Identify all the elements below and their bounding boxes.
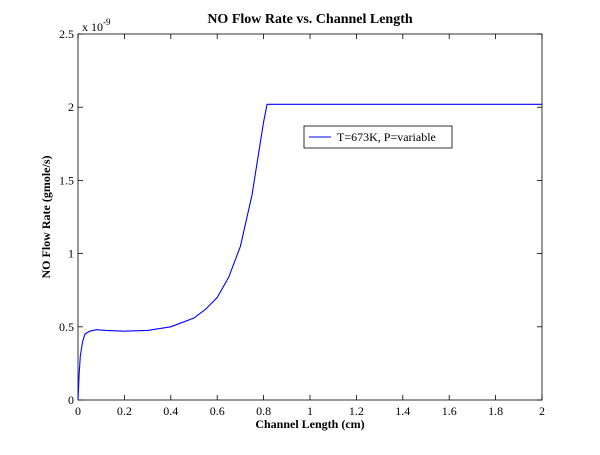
x-tick-label: 1.6 <box>442 404 457 418</box>
x-tick-label: 1.4 <box>395 404 410 418</box>
x-tick-label: 2 <box>539 404 545 418</box>
x-tick-label: 1.2 <box>349 404 364 418</box>
legend-box <box>303 125 453 149</box>
x-tick-label: 0.6 <box>210 404 225 418</box>
y-tick-label: 2.5 <box>59 27 74 41</box>
y-tick-label: 0 <box>68 393 74 407</box>
x-axis: 0 0.2 0.4 0.6 0.8 1 1.2 1.4 1.6 1.8 2 <box>75 34 545 418</box>
x-tick-label: 0.8 <box>256 404 271 418</box>
y-tick-label: 1.5 <box>59 173 74 187</box>
x-tick-label: 1.8 <box>488 404 503 418</box>
x-tick-label: 0.4 <box>163 404 178 418</box>
series-line <box>77 103 542 401</box>
x-axis-label: Channel Length (cm) <box>255 417 364 431</box>
y-tick-label: 1 <box>68 247 74 261</box>
plot-area-frame <box>77 33 543 401</box>
x-tick-label: 1 <box>307 404 313 418</box>
y-tick-label: 0.5 <box>59 320 74 334</box>
y-tick-label: 2 <box>68 100 74 114</box>
y-axis: 0 0.5 1 1.5 2 2.5 <box>59 27 542 407</box>
y-axis-label: NO Flow Rate (gmole/s) <box>39 156 53 279</box>
x-tick-label: 0 <box>75 404 81 418</box>
chart-title: NO Flow Rate vs. Channel Length <box>207 12 413 27</box>
legend: T=673K, P=variable <box>303 125 453 149</box>
legend-entry-label: T=673K, P=variable <box>337 130 436 144</box>
y-exponent-label: x 10-9 <box>82 17 111 34</box>
x-tick-label: 0.2 <box>117 404 132 418</box>
